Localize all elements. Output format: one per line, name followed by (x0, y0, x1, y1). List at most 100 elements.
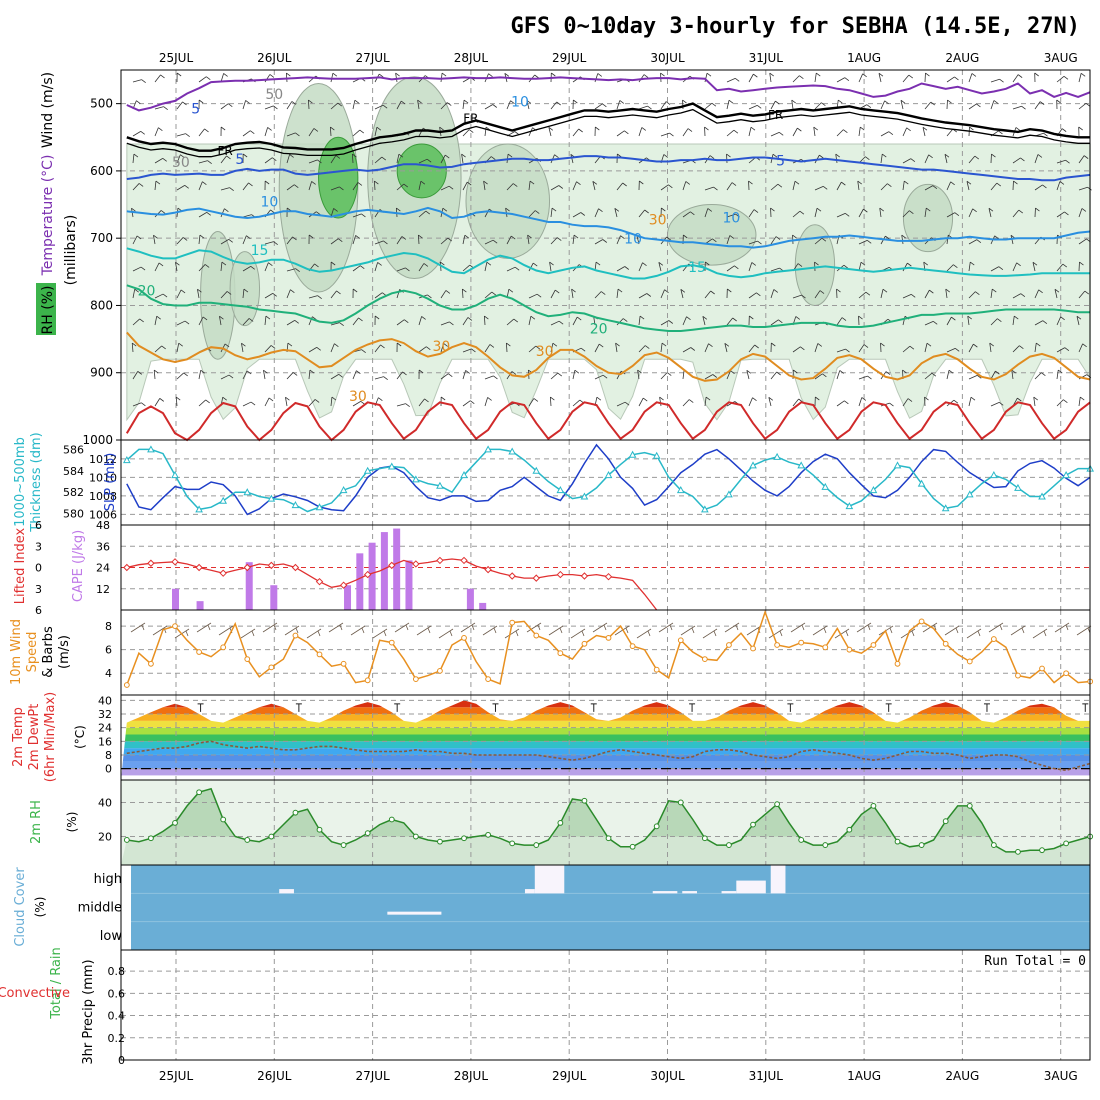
contour-label: 20 (590, 322, 608, 338)
wind-barb (704, 126, 709, 137)
wind-barb (792, 75, 804, 83)
wind-barb (396, 342, 402, 353)
wind-barb (572, 99, 578, 110)
wind-barb (968, 208, 977, 218)
wind-barb (373, 180, 379, 191)
wind-barb (792, 127, 802, 137)
wind-barb (1056, 99, 1061, 110)
wind-barb (592, 180, 598, 191)
temp-stripe (121, 727, 1090, 735)
wind-barb (462, 181, 472, 191)
wind10-line (126, 609, 1091, 686)
wind-barb (308, 347, 321, 353)
temp-stripe (121, 720, 1090, 728)
surface-barb (812, 625, 828, 636)
thickness-marker (363, 466, 372, 474)
wind-barb (1056, 76, 1069, 83)
date-label-bottom: 29JUL (552, 1069, 587, 1083)
wind10-line-marker (244, 656, 251, 662)
rh-tick: 40 (98, 796, 112, 809)
wind-barb (748, 344, 759, 353)
wind-barb (638, 209, 649, 218)
wind-barb (945, 288, 950, 299)
rh2m-line-marker (701, 835, 708, 842)
wind-barb (988, 207, 994, 218)
wind-barb (175, 396, 181, 407)
wind-barb (198, 369, 205, 380)
wind-barb (814, 343, 823, 353)
lifted-marker (484, 565, 492, 574)
wind-barb (1034, 184, 1047, 191)
wind-barb (396, 267, 410, 272)
wind-barb (483, 180, 488, 191)
wind-barb (528, 180, 535, 191)
wind-barb (176, 133, 190, 137)
temp-stripe (121, 714, 1090, 721)
surface-barb (988, 622, 1004, 633)
thickness-marker (941, 504, 950, 512)
wind-barb (132, 183, 144, 191)
wind-barb (968, 239, 982, 245)
wind-barb (1034, 101, 1045, 110)
wind-barb (1056, 263, 1068, 272)
wind-barb (858, 315, 863, 326)
surface-barb (1076, 625, 1092, 636)
slp-tick: 1010 (89, 471, 117, 484)
wind-barb (814, 237, 827, 245)
wind10m-panel: 4 6 8 10m Wind Speed & Barbs (m/s) (9, 609, 1094, 696)
wind-barb (1032, 261, 1038, 272)
wind-barb (990, 401, 1004, 407)
wind-barb (132, 288, 139, 299)
wind-barb (219, 315, 224, 326)
contour-label: FR (218, 144, 233, 158)
wind-barb (352, 99, 360, 110)
wind-barb (528, 262, 538, 272)
precip-frame (120, 949, 1091, 1061)
rh2m-line-marker (461, 835, 467, 842)
wind-barb (264, 315, 271, 326)
wind-barb (726, 153, 731, 164)
wind-barb (1078, 155, 1089, 164)
y-axis-label: RH (%) (40, 286, 56, 335)
lifted-marker (460, 556, 468, 565)
wind-barb (660, 372, 672, 380)
wind-barb (594, 126, 600, 137)
rh2m-line-marker (196, 789, 203, 796)
thickness-marker (628, 450, 637, 458)
wind10-line-marker (990, 636, 997, 642)
wind-barb (484, 239, 498, 245)
pressure-tick-label: 900 (90, 366, 113, 380)
wind-barb (198, 234, 205, 245)
rh-blob (902, 183, 954, 253)
lifted-marker (219, 569, 227, 577)
rh2m-line-marker (798, 837, 805, 843)
wind-barb (264, 157, 277, 164)
wind-barb (704, 261, 710, 272)
wind-barb (154, 158, 167, 164)
wind10-line-marker (918, 618, 925, 625)
wind-barb (858, 208, 868, 218)
wind-barb (418, 316, 426, 326)
date-label-bottom: 3AUG (1044, 1069, 1078, 1083)
thickness-marker (267, 494, 276, 502)
wind-barb (396, 100, 406, 110)
wind-barb (878, 72, 884, 83)
wind-barb (1012, 262, 1021, 272)
wind-barb (526, 99, 532, 110)
lifted-marker (412, 560, 420, 568)
lifted-marker (147, 559, 155, 567)
contour-label: 30 (432, 339, 450, 355)
wind-barb (858, 291, 871, 299)
wind-barb (330, 155, 341, 164)
wind-barb (1078, 396, 1085, 407)
wind-barb (748, 292, 761, 299)
contour-label: 10 (260, 195, 278, 211)
wind-barb (836, 212, 850, 218)
wind-barb (858, 239, 872, 245)
wind-barb (263, 369, 268, 380)
cloud-gap-high (652, 891, 678, 894)
wind-barb (286, 320, 299, 326)
wind-barb (726, 265, 739, 272)
wind-barb (176, 72, 182, 83)
wind-barb (724, 342, 730, 353)
